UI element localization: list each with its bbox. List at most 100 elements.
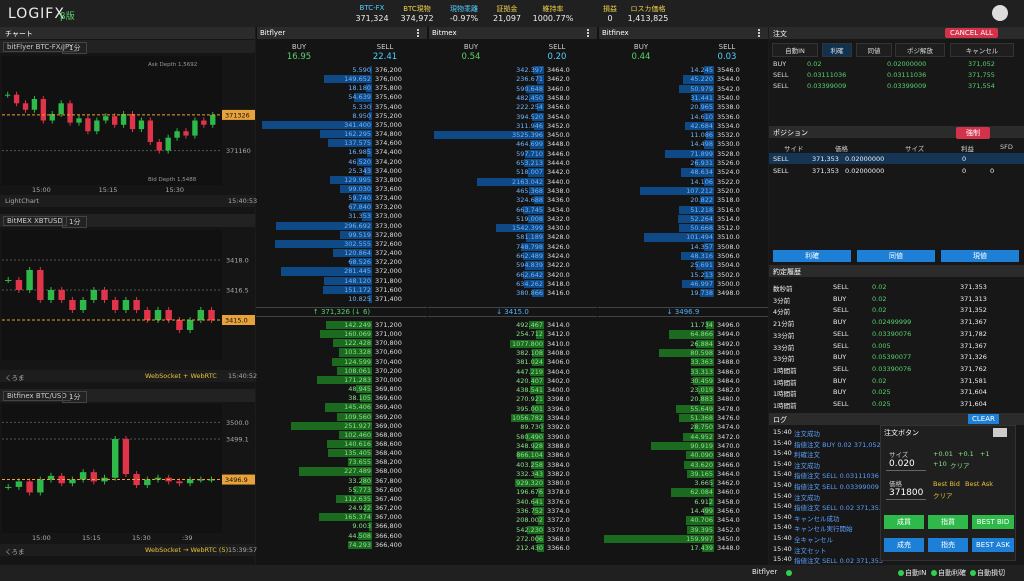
size-step[interactable]: +0.1: [958, 450, 974, 458]
dropdown[interactable]: [993, 428, 1007, 437]
ask-price: 372,000: [375, 267, 402, 276]
stat-value: 371,324: [355, 14, 389, 23]
position-cell: 0.02000000: [845, 167, 885, 175]
size-step[interactable]: クリア: [950, 462, 970, 470]
size-step[interactable]: +10: [933, 460, 947, 468]
bid-size: 64.866: [690, 330, 713, 339]
log-time: 15:40: [773, 449, 792, 458]
bid-depth-bar: [532, 358, 544, 367]
ask-price: 374,200: [375, 157, 402, 166]
candle: [208, 479, 215, 481]
order-tab[interactable]: キャンセル: [950, 43, 1014, 57]
mid-price: ↓ 3415.0: [496, 308, 529, 316]
ask-price: 376,000: [375, 75, 402, 84]
candle: [192, 120, 198, 136]
position-action[interactable]: 同値: [857, 250, 935, 262]
position-action[interactable]: 利確: [773, 250, 851, 262]
order-button[interactable]: 指買: [928, 515, 968, 529]
ask-price: 374,600: [375, 139, 402, 148]
price-input[interactable]: 371800: [886, 487, 926, 500]
ask-depth-bar: [699, 103, 714, 112]
bid-depth-bar: [604, 534, 714, 544]
order-button[interactable]: 成買: [884, 515, 924, 529]
bid-price: 3464.0: [717, 469, 740, 478]
bid-price: 3456.0: [717, 507, 740, 515]
ask-depth-bar: [333, 249, 372, 258]
size-input[interactable]: 0.020: [886, 458, 926, 471]
bid-size: 208.002: [516, 516, 543, 525]
log-text: 利確注文: [794, 451, 820, 460]
candle: [112, 439, 119, 478]
bid-price: 3462.0: [717, 479, 740, 488]
order-button[interactable]: 成売: [884, 538, 924, 552]
clear-button[interactable]: CLEAR: [968, 414, 999, 424]
force-button[interactable]: 強制: [956, 127, 990, 139]
bid-depth-bar: [532, 348, 544, 358]
size-step[interactable]: +0.01: [933, 450, 953, 458]
price-option[interactable]: Best Ask: [965, 480, 994, 488]
bid-price: 3370.0: [547, 525, 570, 534]
log-text: キャンセル実行開始: [794, 525, 853, 534]
bid-price: 3468.0: [717, 451, 740, 460]
auto-toggle[interactable]: 自動IN: [905, 569, 927, 577]
price-option[interactable]: Best Bid: [933, 480, 960, 488]
ask-depth-bar: [680, 252, 714, 261]
bid-price: 3450.0: [717, 534, 740, 543]
order-button[interactable]: 指売: [928, 538, 968, 552]
bid-size: 55.649: [690, 404, 713, 413]
candle: [26, 481, 33, 493]
fill-cell: SELL: [833, 341, 849, 350]
candle: [144, 310, 151, 320]
bid-price: 3480.0: [717, 395, 740, 404]
cancel-all-button[interactable]: CANCEL ALL: [945, 28, 998, 38]
ask-price: 3510.0: [717, 233, 740, 242]
bid-price: 369,400: [375, 403, 402, 412]
ask-price: 3440.0: [547, 177, 570, 186]
panel-title: チャート: [5, 30, 33, 38]
bid-size: 51.368: [690, 414, 713, 422]
order-tab[interactable]: 自動IN: [772, 43, 818, 57]
price-label: 価格: [889, 480, 902, 488]
log-time: 15:40: [773, 523, 792, 532]
fill-cell: 1時間前: [773, 366, 797, 375]
log-time: 15:40: [773, 502, 792, 511]
bid-price: 3488.0: [717, 358, 740, 367]
order-tab[interactable]: 利確: [822, 43, 852, 57]
candle: [5, 280, 12, 281]
position-action[interactable]: 現値: [941, 250, 1019, 262]
price-option[interactable]: クリア: [933, 492, 953, 500]
order-tab[interactable]: ポジ解放: [895, 43, 945, 57]
bid-size: 254.712: [516, 330, 543, 339]
candle: [186, 479, 194, 484]
ask-size: 14.357: [690, 242, 713, 251]
order-tab[interactable]: 同値: [856, 43, 892, 57]
auto-toggle[interactable]: 自動損切: [977, 569, 1005, 577]
stat-label: ロスカ価格: [630, 5, 666, 13]
bid-size: 43.620: [690, 460, 713, 469]
size-step[interactable]: +1: [980, 450, 990, 458]
ask-price: 372,600: [375, 239, 402, 248]
ask-price: 374,800: [375, 130, 402, 139]
ask-depth-bar: [699, 196, 714, 205]
ask-size: 15.213: [690, 270, 713, 279]
ask-size: 16.985: [348, 148, 371, 157]
price-tag-label: 3415.0: [225, 317, 248, 325]
candle: [37, 479, 44, 493]
footer-left: くろま: [5, 374, 25, 382]
ask-size: 18.180: [348, 84, 371, 93]
candle: [15, 481, 23, 487]
bid-price: 3472.0: [717, 432, 740, 441]
candle: [26, 270, 33, 290]
chart-header: [0, 40, 255, 53]
ask-size: 590.648: [516, 84, 543, 93]
log-text: 指値注文 SELL 0.03399009 371,554: [794, 483, 908, 491]
ask-size: 634.262: [516, 279, 543, 288]
bid-size: 348.928: [516, 441, 543, 450]
auto-toggle[interactable]: 自動利確: [938, 569, 966, 577]
avatar: [992, 5, 1008, 21]
order-button[interactable]: BEST ASK: [972, 538, 1014, 552]
ask-price: 3512.0: [717, 224, 740, 233]
order-button[interactable]: BEST BID: [972, 515, 1014, 529]
bid-depth-bar: [298, 467, 372, 476]
bid-size: 332.343: [516, 469, 543, 478]
